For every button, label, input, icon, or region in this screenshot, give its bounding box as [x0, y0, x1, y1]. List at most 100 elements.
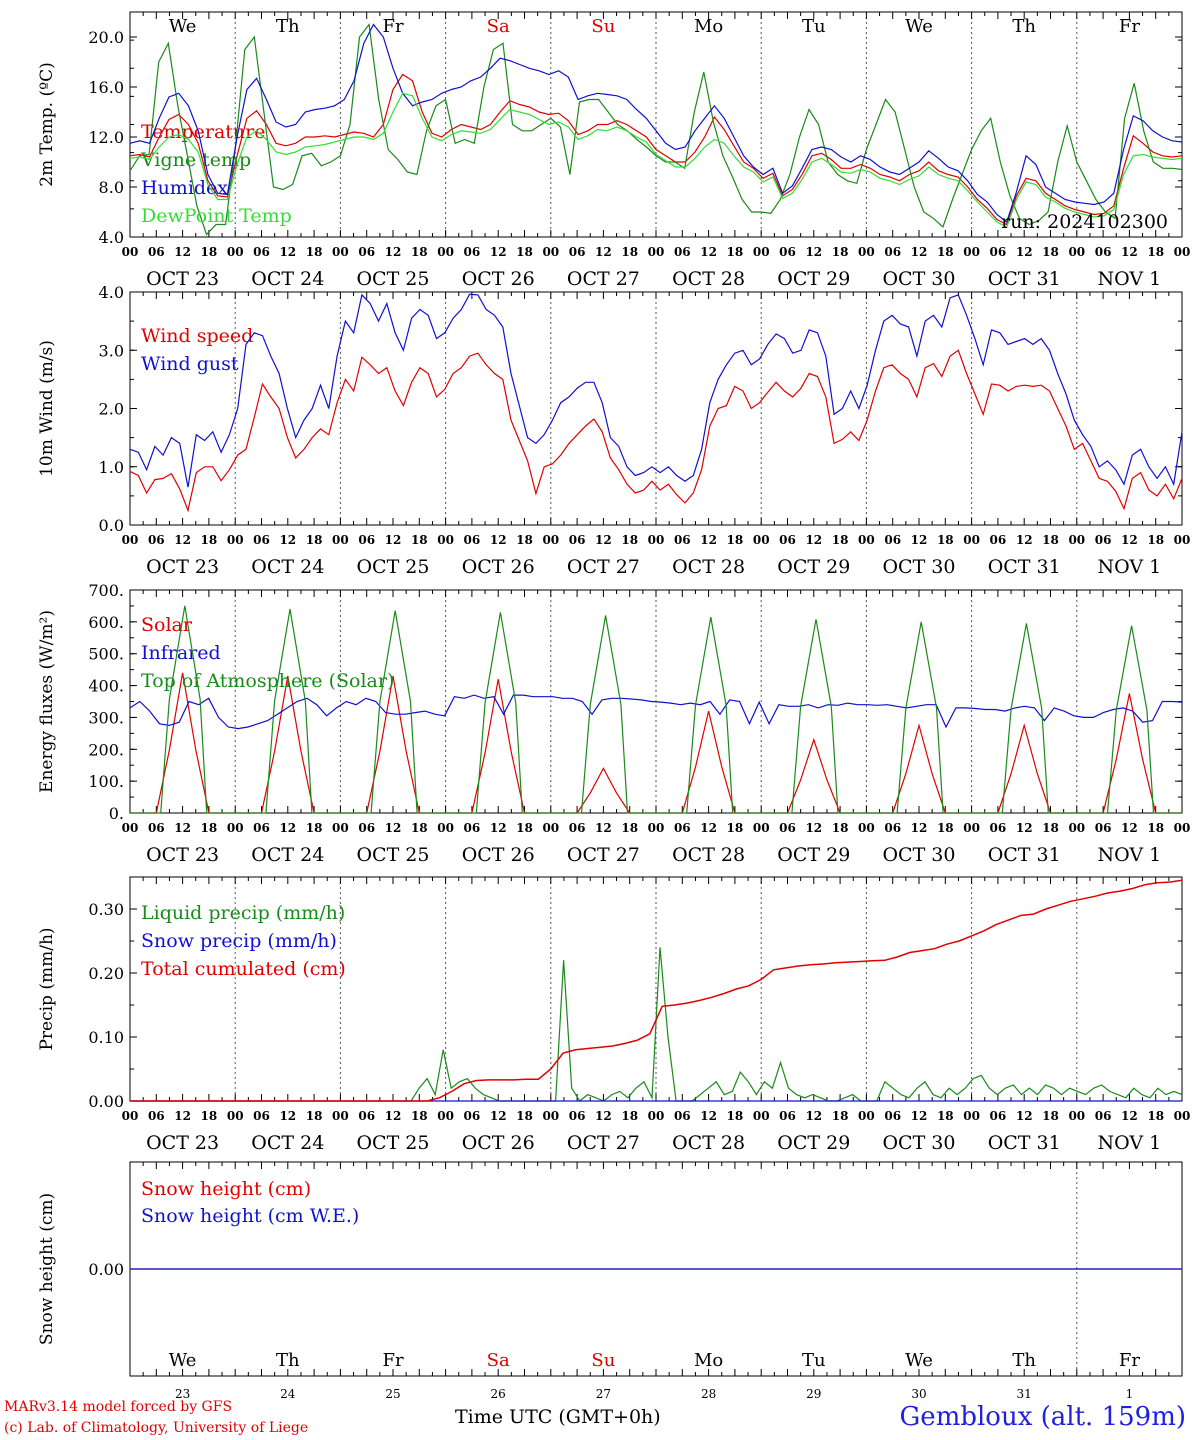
hour-tick-label: 06: [464, 245, 481, 259]
series-line-temperature: [129, 73, 1183, 226]
weekday-label: Sa: [487, 1350, 510, 1371]
y-tick-label: 0.30: [88, 900, 124, 919]
hour-tick-label: 06: [674, 533, 691, 547]
hour-tick-label: 12: [1121, 821, 1138, 835]
date-label: OCT 24: [251, 1132, 324, 1154]
hour-tick-label: 06: [148, 245, 165, 259]
y-tick-label: 8.0: [99, 178, 124, 197]
hour-tick-label: 00: [227, 1109, 244, 1123]
y-tick-label: 16.0: [88, 78, 124, 97]
hour-tick-label: 18: [411, 1109, 428, 1123]
date-label: NOV 1: [1098, 268, 1162, 290]
date-label: OCT 28: [672, 556, 745, 578]
hour-tick-label: 06: [990, 533, 1007, 547]
y-tick-label: 2.0: [99, 400, 124, 419]
weekday-label: Fr: [1119, 1350, 1140, 1371]
hour-tick-label: 18: [1042, 821, 1059, 835]
hour-tick-label: 06: [464, 821, 481, 835]
hour-tick-label: 12: [490, 245, 507, 259]
date-label: OCT 23: [146, 1132, 219, 1154]
panel-2: 0.0 1.0 2.0 3.0 4.0 10m Wind (m/s) 00 06 12 18 00 0…: [37, 283, 1190, 578]
hour-tick-label: 18: [201, 245, 218, 259]
hour-tick-label: 00: [332, 1109, 349, 1123]
weekday-label: Fr: [382, 1350, 403, 1371]
y-tick-label: 700.: [88, 581, 124, 600]
hour-tick-label: 18: [411, 533, 428, 547]
hour-tick-label: 12: [911, 1109, 928, 1123]
day-number-label: 23: [175, 1387, 190, 1401]
hour-tick-label: 18: [516, 1109, 533, 1123]
date-label: OCT 26: [462, 556, 535, 578]
date-label: NOV 1: [1098, 1132, 1162, 1154]
date-label: OCT 29: [777, 268, 850, 290]
weekday-label: Su: [591, 16, 615, 37]
hour-tick-label: 12: [595, 533, 612, 547]
hour-tick-label: 00: [332, 533, 349, 547]
hour-tick-label: 18: [201, 821, 218, 835]
hour-tick-label: 12: [911, 821, 928, 835]
hour-tick-label: 12: [1016, 245, 1033, 259]
y-axis-label: Precip (mm/h): [37, 927, 57, 1050]
hour-tick-label: 18: [621, 1109, 638, 1123]
hour-tick-label: 06: [884, 533, 901, 547]
hour-tick-label: 18: [1042, 245, 1059, 259]
weekday-label: Fr: [382, 16, 403, 37]
hour-tick-label: 00: [648, 1109, 665, 1123]
hour-tick-label: 18: [1147, 533, 1164, 547]
series-line-vigne-temp: [129, 22, 1183, 236]
hour-tick-label: 06: [253, 821, 270, 835]
hour-tick-label: 06: [779, 1109, 796, 1123]
hour-tick-label: 12: [174, 533, 191, 547]
date-label: NOV 1: [1098, 556, 1162, 578]
y-tick-label: 3.0: [99, 341, 124, 360]
y-tick-label: 4.0: [99, 283, 124, 302]
day-number-label: 24: [280, 1387, 296, 1401]
hour-tick-label: 00: [963, 821, 980, 835]
hour-tick-label: 00: [542, 821, 559, 835]
hour-tick-label: 18: [621, 533, 638, 547]
y-tick-label: 100.: [88, 772, 124, 791]
hour-tick-label: 06: [253, 245, 270, 259]
hour-tick-label: 12: [174, 245, 191, 259]
date-label: OCT 25: [356, 268, 429, 290]
weekday-label: Tu: [802, 16, 826, 37]
hour-tick-label: 00: [648, 245, 665, 259]
hour-tick-label: 12: [1121, 1109, 1138, 1123]
hour-tick-label: 18: [306, 1109, 323, 1123]
weekday-label: We: [905, 1350, 933, 1371]
day-number-label: 31: [1017, 1387, 1032, 1401]
date-label: OCT 31: [988, 1132, 1061, 1154]
hour-tick-label: 06: [358, 245, 375, 259]
hour-tick-label: 00: [858, 245, 875, 259]
series-line-top-of-atmosphere-solar-: [130, 605, 1182, 814]
y-tick-label: 0.00: [88, 1092, 124, 1111]
day-number-label: 28: [701, 1387, 716, 1401]
weekday-label: Th: [276, 16, 300, 37]
series-line-total-cumulated-cm-: [130, 879, 1183, 1102]
y-axis-label: 2m Temp. (ºC): [37, 62, 57, 187]
y-tick-label: 20.0: [88, 28, 124, 47]
hour-tick-label: 00: [858, 533, 875, 547]
hour-tick-label: 12: [700, 533, 717, 547]
hour-tick-label: 00: [753, 245, 770, 259]
hour-tick-label: 06: [884, 821, 901, 835]
date-label: OCT 26: [462, 268, 535, 290]
hour-tick-label: 00: [858, 1109, 875, 1123]
hour-tick-label: 00: [227, 533, 244, 547]
hour-tick-label: 00: [1068, 821, 1085, 835]
date-label: OCT 26: [462, 844, 535, 866]
hour-tick-label: 18: [306, 245, 323, 259]
hour-tick-label: 12: [595, 821, 612, 835]
date-label: OCT 24: [251, 556, 324, 578]
hour-tick-label: 18: [832, 245, 849, 259]
model-credit: MARv3.14 model forced by GFS: [4, 1399, 233, 1415]
legend-entry: Solar: [141, 614, 193, 636]
hour-tick-label: 06: [1095, 533, 1112, 547]
hour-tick-label: 12: [490, 533, 507, 547]
hour-tick-label: 06: [569, 533, 586, 547]
hour-tick-label: 18: [832, 533, 849, 547]
hour-tick-label: 00: [122, 533, 139, 547]
hour-tick-label: 18: [727, 1109, 744, 1123]
series-line-humidex: [129, 23, 1183, 223]
weekday-label: Mo: [694, 1350, 723, 1371]
